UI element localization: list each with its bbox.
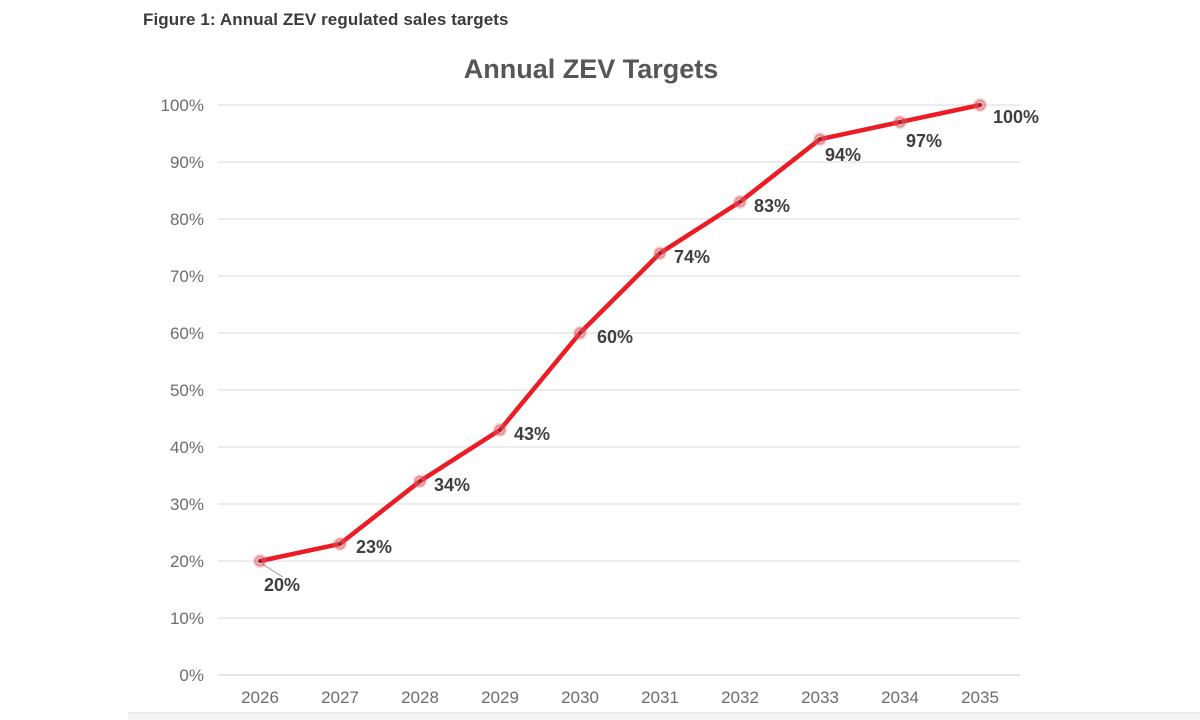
x-tick-label: 2034 bbox=[881, 688, 919, 707]
data-point-ring bbox=[654, 247, 666, 259]
data-label: 23% bbox=[356, 537, 392, 557]
data-point-ring bbox=[414, 475, 426, 487]
data-label: 74% bbox=[674, 247, 710, 267]
data-point-core bbox=[898, 120, 902, 124]
x-tick-label: 2027 bbox=[321, 688, 359, 707]
y-tick-label: 70% bbox=[170, 267, 204, 286]
x-tick-label: 2026 bbox=[241, 688, 279, 707]
y-tick-label: 60% bbox=[170, 324, 204, 343]
data-point-core bbox=[498, 428, 502, 432]
data-point-ring bbox=[254, 555, 266, 567]
y-tick-label: 10% bbox=[170, 609, 204, 628]
x-tick-label: 2032 bbox=[721, 688, 759, 707]
data-label: 83% bbox=[754, 196, 790, 216]
data-label: 60% bbox=[597, 327, 633, 347]
chart-title: Annual ZEV Targets bbox=[463, 54, 719, 84]
data-point-ring bbox=[894, 116, 906, 128]
x-tick-label: 2033 bbox=[801, 688, 839, 707]
data-point-ring bbox=[974, 99, 986, 111]
y-tick-label: 20% bbox=[170, 552, 204, 571]
data-point-core bbox=[738, 200, 742, 204]
figure-caption: Figure 1: Annual ZEV regulated sales tar… bbox=[143, 10, 509, 29]
x-tick-label: 2035 bbox=[961, 688, 999, 707]
x-tick-label: 2030 bbox=[561, 688, 599, 707]
data-point-core bbox=[978, 103, 982, 107]
y-tick-label: 0% bbox=[179, 666, 204, 685]
data-point-core bbox=[338, 542, 342, 546]
x-tick-label: 2031 bbox=[641, 688, 679, 707]
data-point-ring bbox=[814, 133, 826, 145]
y-tick-label: 50% bbox=[170, 381, 204, 400]
x-tick-label: 2029 bbox=[481, 688, 519, 707]
series-line bbox=[257, 102, 983, 564]
x-tick-label: 2028 bbox=[401, 688, 439, 707]
data-label: 43% bbox=[514, 424, 550, 444]
data-label: 100% bbox=[993, 107, 1039, 127]
data-point-core bbox=[658, 251, 662, 255]
page-bottom-edge bbox=[128, 712, 1200, 720]
data-point-ring bbox=[734, 196, 746, 208]
data-point-core bbox=[258, 559, 262, 563]
data-point-ring bbox=[334, 538, 346, 550]
y-tick-label: 100% bbox=[161, 96, 204, 115]
data-label: 20% bbox=[264, 575, 300, 595]
y-tick-label: 30% bbox=[170, 495, 204, 514]
data-point-core bbox=[578, 331, 582, 335]
data-label: 34% bbox=[434, 475, 470, 495]
data-point-core bbox=[818, 137, 822, 141]
data-point-ring bbox=[574, 327, 586, 339]
y-tick-label: 90% bbox=[170, 153, 204, 172]
data-point-core bbox=[418, 479, 422, 484]
y-tick-label: 80% bbox=[170, 210, 204, 229]
data-point-ring bbox=[494, 424, 506, 436]
data-label: 94% bbox=[825, 145, 861, 165]
y-tick-label: 40% bbox=[170, 438, 204, 457]
leader-line bbox=[261, 563, 284, 578]
data-label: 97% bbox=[906, 131, 942, 151]
